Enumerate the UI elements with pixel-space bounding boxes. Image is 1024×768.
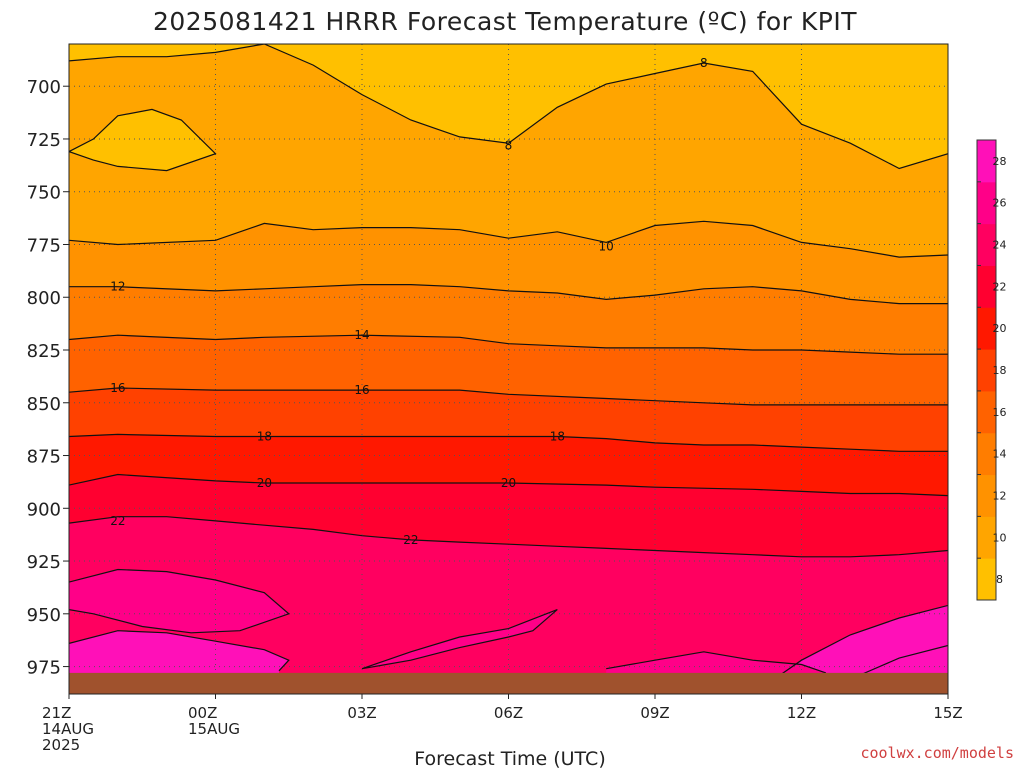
colorbar-label: 20 xyxy=(993,322,1007,335)
x-axis-label: Forecast Time (UTC) xyxy=(414,748,605,768)
colorbar-label: 16 xyxy=(993,406,1007,419)
temperature-band xyxy=(69,516,948,694)
y-tick-label: 900 xyxy=(27,499,61,520)
colorbar-label: 24 xyxy=(993,239,1007,252)
y-tick-label: 950 xyxy=(27,605,61,626)
contour-line-26 xyxy=(776,604,948,678)
colorbar-segment xyxy=(977,474,996,517)
contour-line-12 xyxy=(69,284,948,305)
y-tick-label: 975 xyxy=(27,658,61,679)
contour-line-24 xyxy=(69,568,290,634)
contour-label: 18 xyxy=(257,430,272,444)
y-tick-label: 725 xyxy=(27,130,61,151)
contour-label: 20 xyxy=(257,476,272,490)
contour-line-16 xyxy=(69,387,948,406)
colorbar-segment xyxy=(977,307,996,350)
y-tick-label: 700 xyxy=(27,77,61,98)
contour-label: 12 xyxy=(110,280,125,294)
contour-label: 16 xyxy=(354,383,369,397)
credit-text: coolwx.com/models xyxy=(860,744,1014,762)
contour-label: 18 xyxy=(550,430,565,444)
colorbar-segment xyxy=(977,390,996,434)
x-tick-label: 14AUG xyxy=(42,720,94,738)
colorbar: 8 10 12 14 16 18 20 22 24 26 28 xyxy=(976,139,1007,601)
contour-line-24 xyxy=(606,651,827,674)
colorbar-segment xyxy=(977,432,996,476)
colorbar-label: 10 xyxy=(993,531,1007,544)
chart-title: 2025081421 HRRR Forecast Temperature (ºC… xyxy=(153,7,857,36)
x-tick-label: 03Z xyxy=(347,704,376,722)
y-tick-label: 875 xyxy=(27,447,61,468)
x-tick-label: 15Z xyxy=(933,704,962,722)
colorbar-label: 28 xyxy=(993,155,1007,168)
contour-label: 22 xyxy=(403,533,418,547)
colorbar-segment xyxy=(977,140,996,183)
x-tick-label: 09Z xyxy=(640,704,669,722)
contour-line-22 xyxy=(69,516,948,558)
y-tick-label: 800 xyxy=(27,288,61,309)
ground-surface xyxy=(69,672,948,694)
contour-label: 8 xyxy=(700,56,708,70)
y-tick-label: 850 xyxy=(27,394,61,415)
contour-line-24 xyxy=(361,609,558,670)
y-axis: 700 725 750 775 800 825 850 875 900 925 950 975 xyxy=(27,77,69,679)
y-tick-label: 925 xyxy=(27,552,61,573)
temperature-band xyxy=(362,609,558,669)
colorbar-segment xyxy=(977,181,996,225)
contour-label: 10 xyxy=(599,240,614,254)
colorbar-segment xyxy=(977,349,996,392)
colorbar-segment xyxy=(977,516,996,559)
contour-line-8 xyxy=(69,44,948,170)
contour-line-18 xyxy=(69,433,948,452)
colorbar-segment xyxy=(977,223,996,266)
colorbar-segment xyxy=(977,558,996,601)
x-tick-label: 21Z xyxy=(42,704,71,722)
x-tick-label: 00Z xyxy=(188,704,217,722)
x-tick-label: 2025 xyxy=(42,736,80,754)
y-tick-label: 750 xyxy=(27,183,61,204)
contour-label: 16 xyxy=(110,381,125,395)
colorbar-label: 18 xyxy=(993,364,1007,377)
x-tick-label: 06Z xyxy=(494,704,523,722)
contour-line-14 xyxy=(69,334,948,355)
colorbar-frame xyxy=(976,139,997,601)
colorbar-label: 26 xyxy=(993,197,1007,210)
contour-label: 14 xyxy=(354,328,369,342)
contour-line-10 xyxy=(69,220,948,258)
x-tick-label: 15AUG xyxy=(188,720,240,738)
contour-label: 20 xyxy=(501,476,516,490)
colorbar-label: 22 xyxy=(993,280,1007,293)
contour-line-26 xyxy=(69,630,290,672)
plot-area: 8 8 10 12 14 16 16 18 18 20 20 22 22 xyxy=(68,43,949,695)
y-tick-label: 775 xyxy=(27,235,61,256)
temperature-band xyxy=(69,109,216,171)
x-tick-label: 12Z xyxy=(787,704,816,722)
contour-line-20 xyxy=(69,473,948,497)
contour-line-8 xyxy=(69,108,217,172)
temperature-band xyxy=(69,569,289,694)
colorbar-segment xyxy=(977,265,996,308)
contour-label: 8 xyxy=(505,138,513,152)
gridlines xyxy=(69,44,948,694)
contour-lines xyxy=(69,44,948,678)
y-tick-label: 825 xyxy=(27,341,61,362)
contour-line-26 xyxy=(859,644,948,676)
colorbar-label: 8 xyxy=(996,573,1003,586)
contour-label: 22 xyxy=(110,514,125,528)
contour-labels: 8 8 10 12 14 16 16 18 18 20 20 22 22 xyxy=(110,56,707,547)
colorbar-label: 14 xyxy=(993,448,1007,461)
colorbar-label: 12 xyxy=(993,489,1007,502)
